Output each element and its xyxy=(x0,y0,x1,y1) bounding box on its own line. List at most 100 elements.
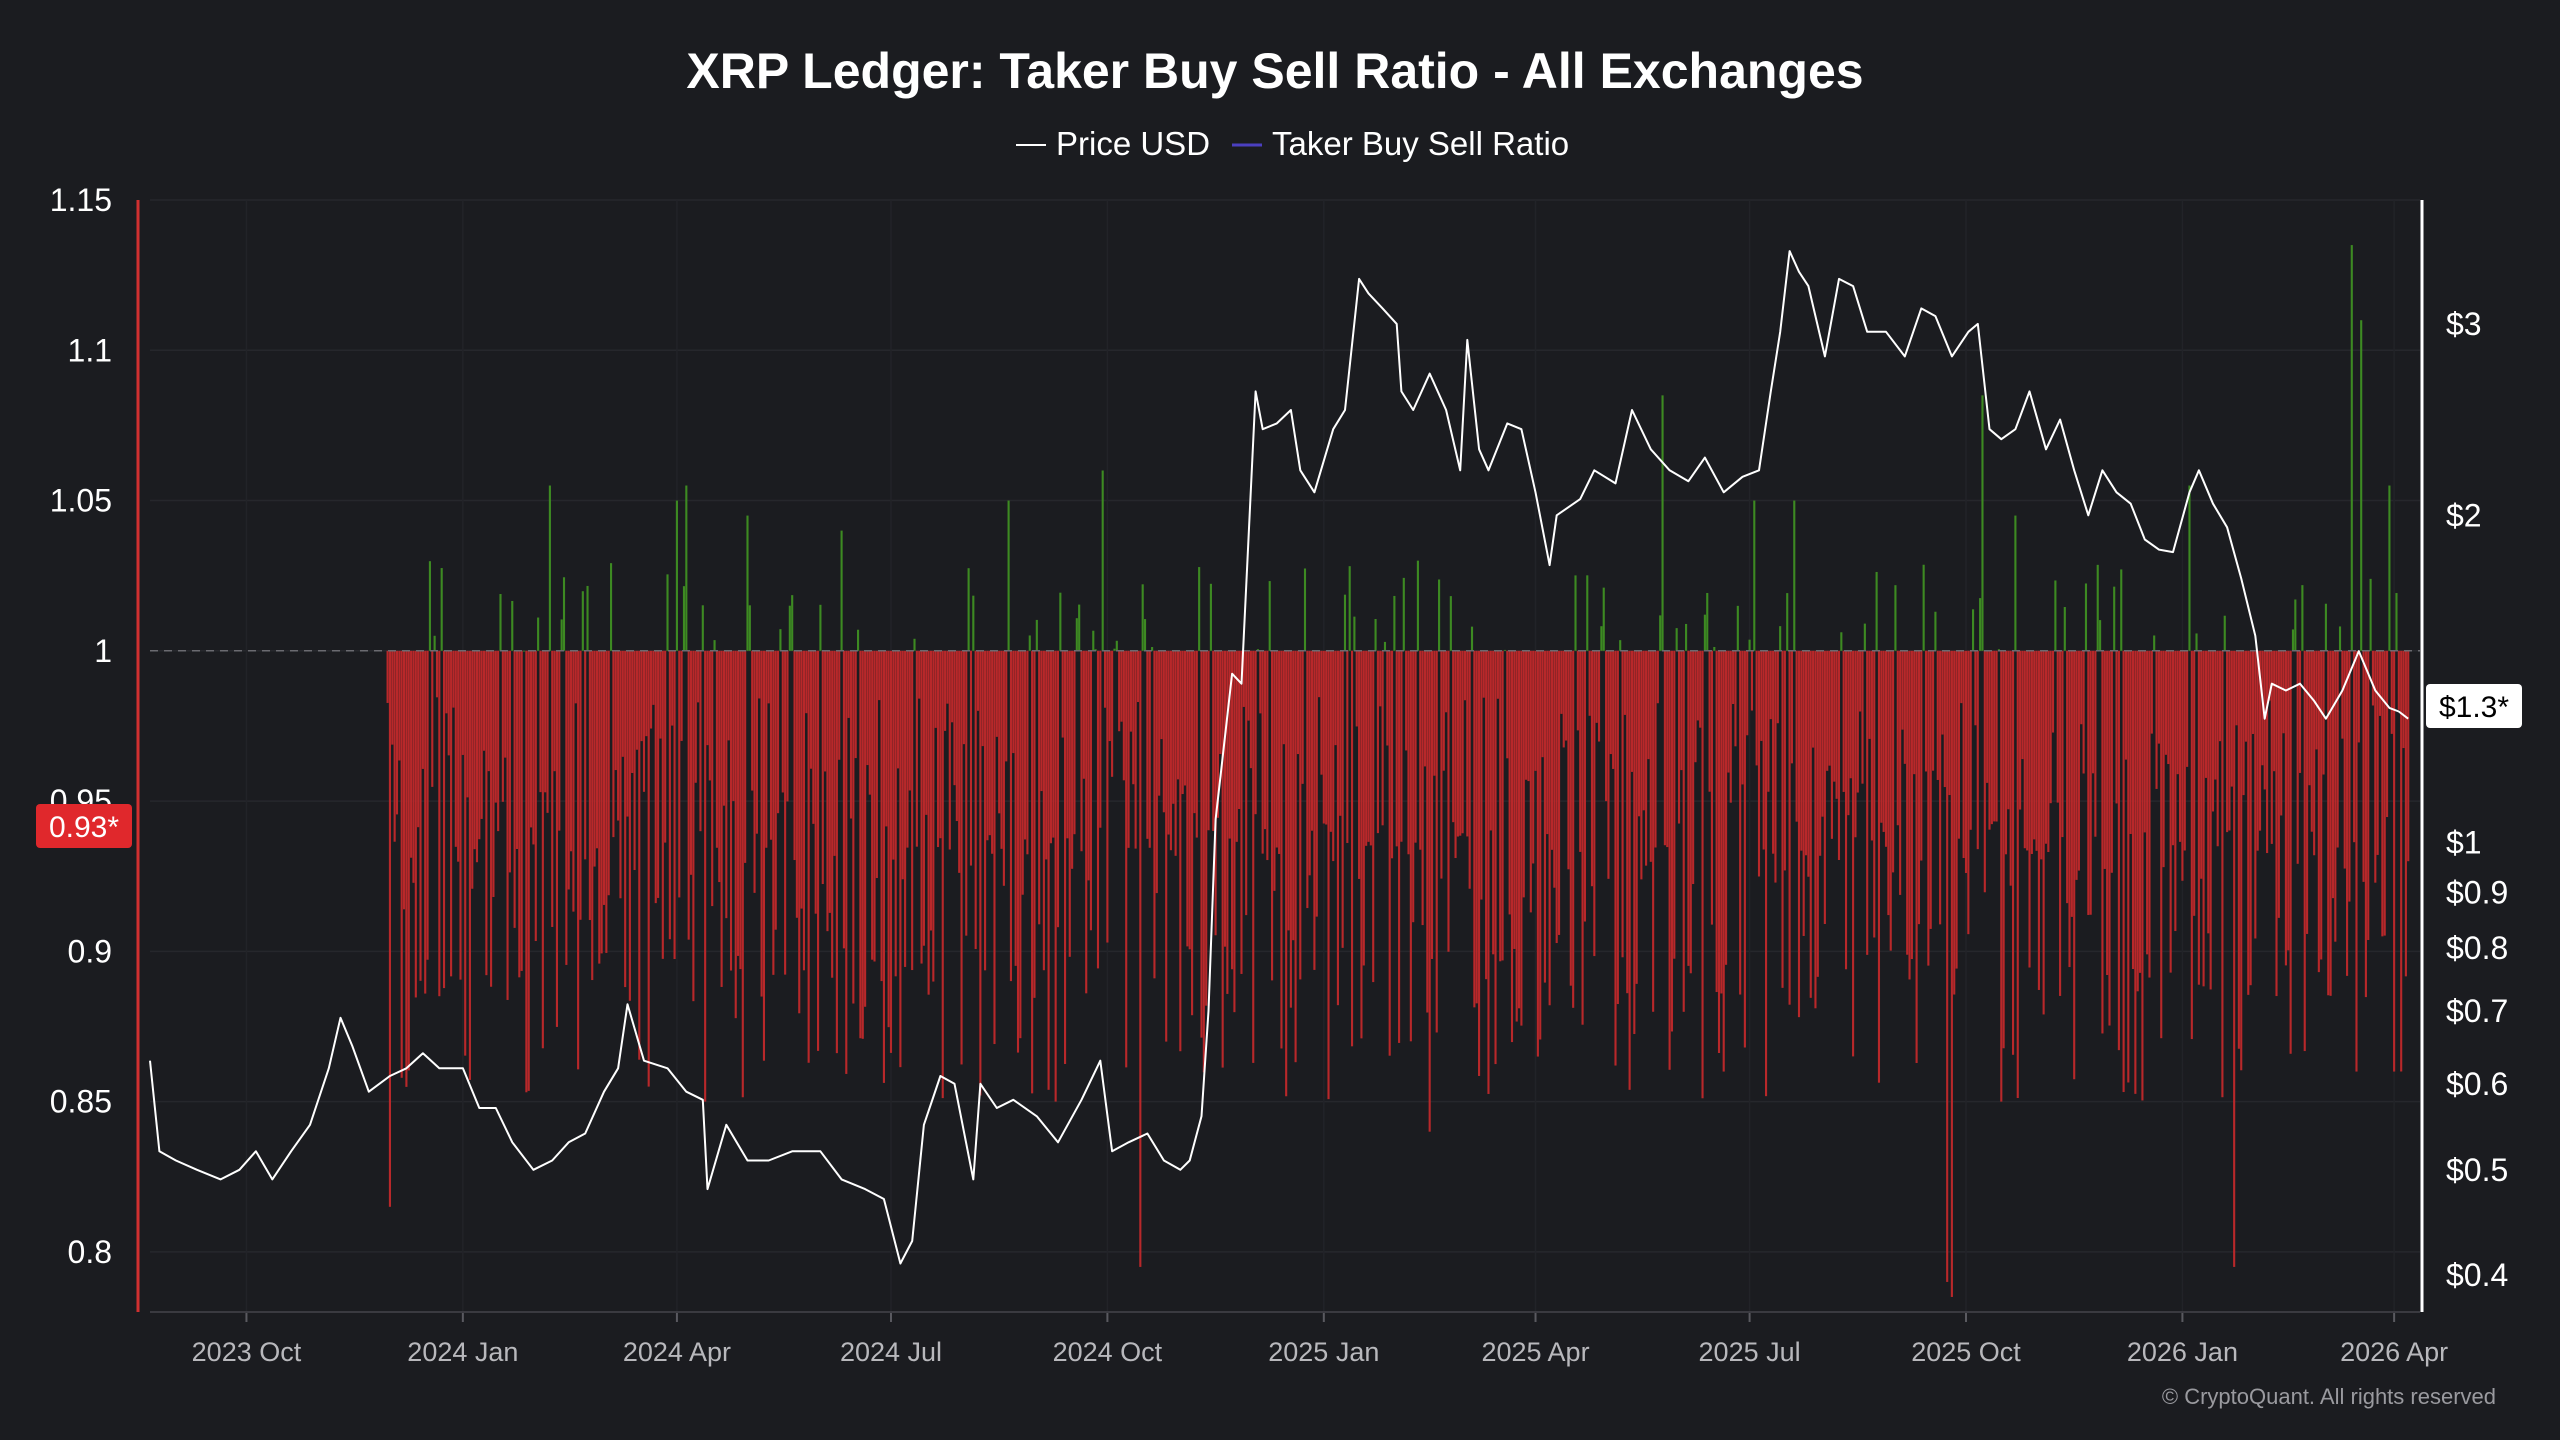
ratio-bar xyxy=(753,650,756,893)
ratio-bar xyxy=(713,640,716,651)
ratio-bar xyxy=(609,563,613,651)
ratio-bar xyxy=(1964,650,1968,874)
ratio-bar xyxy=(2313,650,2316,856)
ratio-bar xyxy=(1350,650,1354,1047)
ratio-bar xyxy=(1534,650,1537,771)
ratio-bar xyxy=(2049,650,2052,804)
ratio-bar xyxy=(2376,650,2379,855)
ratio-bar xyxy=(1426,650,1429,1013)
ratio-bar xyxy=(1849,650,1852,779)
ratio-bar xyxy=(1588,650,1591,716)
ratio-bar xyxy=(1532,650,1535,864)
ratio-bar xyxy=(1259,650,1262,714)
ratio-bar xyxy=(1463,650,1467,701)
ratio-bar xyxy=(468,650,471,1080)
ratio-bar xyxy=(1962,650,1965,858)
ratio-bar xyxy=(1461,650,1464,834)
ratio-bar xyxy=(845,650,848,1074)
ratio-bar xyxy=(1047,650,1050,1090)
ratio-bar xyxy=(1005,650,1008,762)
ratio-bar xyxy=(1303,568,1307,651)
ratio-bar xyxy=(2266,650,2269,854)
ratio-bar xyxy=(1692,650,1695,885)
ratio-bar xyxy=(1492,650,1495,955)
ratio-bar xyxy=(553,650,556,772)
ratio-bar xyxy=(2011,650,2015,1055)
ratio-bar xyxy=(727,650,730,741)
ratio-bar xyxy=(2280,650,2283,816)
ratio-bar xyxy=(694,650,697,783)
ratio-bar xyxy=(1696,650,1699,721)
ratio-bar xyxy=(739,650,742,970)
ratio-bar xyxy=(395,650,399,815)
ratio-bar xyxy=(626,650,629,817)
ratio-bar xyxy=(1932,650,1935,771)
ratio-bar xyxy=(638,650,641,1060)
ratio-bar xyxy=(1887,650,1890,916)
ratio-bar xyxy=(1689,650,1692,974)
ratio-bar xyxy=(621,650,624,757)
ratio-bar xyxy=(520,650,523,971)
ratio-bar xyxy=(1285,650,1288,1097)
ratio-bar xyxy=(2308,650,2311,786)
ratio-bar xyxy=(1273,650,1276,891)
ratio-bar xyxy=(605,650,608,953)
ratio-bar xyxy=(2400,650,2403,1072)
ratio-bar xyxy=(1000,650,1003,849)
ratio-bar xyxy=(1374,618,1377,651)
ratio-bar xyxy=(1494,650,1497,1065)
ratio-bar xyxy=(1120,650,1123,722)
ratio-bar xyxy=(1910,650,1913,960)
ratio-bar xyxy=(1924,650,1928,772)
ratio-bar xyxy=(1637,650,1641,817)
ratio-bar xyxy=(544,650,547,793)
ratio-bar xyxy=(1245,650,1248,916)
ratio-bar xyxy=(962,650,965,745)
ratio-bar xyxy=(1701,650,1704,1099)
ratio-bar xyxy=(1797,650,1801,1018)
ratio-bar xyxy=(1859,650,1862,712)
current-ratio-badge-bg xyxy=(36,804,132,848)
ratio-bar xyxy=(2315,650,2318,750)
ratio-bar xyxy=(1268,581,1271,651)
ratio-bar xyxy=(1950,650,1953,1297)
ratio-bar xyxy=(1470,626,1474,651)
ratio-bar xyxy=(1670,650,1674,1032)
ratio-bar xyxy=(1630,650,1634,772)
ratio-bar xyxy=(1844,650,1848,970)
ratio-bar xyxy=(570,650,573,852)
ratio-bar xyxy=(2298,650,2302,773)
ratio-bar xyxy=(1769,650,1772,720)
ratio-bar xyxy=(2021,650,2024,760)
ratio-bar xyxy=(1986,650,1989,783)
ratio-bar xyxy=(1132,650,1135,785)
ratio-bar xyxy=(1183,650,1187,786)
y-left-tick-label: 1 xyxy=(94,633,112,669)
legend-item-ratio[interactable]: Taker Buy Sell Ratio xyxy=(1232,125,1569,162)
ratio-bar xyxy=(2381,650,2384,937)
legend-item-price[interactable]: Price USD xyxy=(1016,125,1210,162)
ratio-bar xyxy=(1546,650,1549,835)
ratio-bar xyxy=(1955,650,1958,969)
ratio-bar xyxy=(1821,650,1824,817)
ratio-bar xyxy=(2061,650,2064,838)
ratio-bar xyxy=(1677,650,1681,824)
x-tick-label: 2026 Jan xyxy=(2127,1337,2238,1367)
ratio-bar xyxy=(1661,395,1664,651)
ratio-bar xyxy=(435,650,439,698)
ratio-bar xyxy=(1715,650,1718,993)
ratio-bar xyxy=(1694,650,1697,763)
ratio-bar xyxy=(1240,650,1243,974)
ratio-bar xyxy=(2388,485,2391,651)
x-tick-label: 2025 Apr xyxy=(1481,1337,1589,1367)
ratio-bar xyxy=(1948,650,1951,796)
ratio-bar xyxy=(899,650,902,1068)
ratio-bar xyxy=(478,650,481,840)
y-right-tick-label: $0.6 xyxy=(2446,1066,2508,1102)
ratio-bar xyxy=(459,650,462,980)
ratio-bar xyxy=(412,650,415,883)
x-tick-label: 2023 Oct xyxy=(192,1337,302,1367)
ratio-bar xyxy=(1572,650,1575,1008)
ratio-bar xyxy=(849,650,853,819)
ratio-bar xyxy=(1466,650,1469,837)
